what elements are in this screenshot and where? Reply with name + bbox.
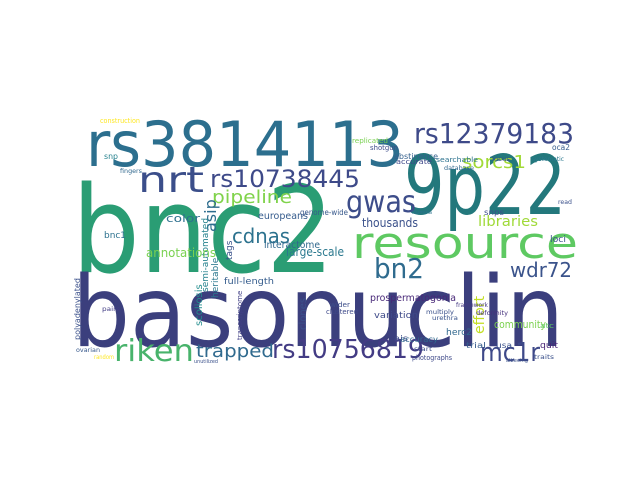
word-large-scale: large-scale bbox=[286, 245, 344, 259]
word-loci: loci bbox=[550, 235, 566, 245]
word-mc1r: mc1r bbox=[480, 338, 540, 368]
word-replicated: replicated bbox=[352, 137, 388, 145]
word-searchable: searchable bbox=[436, 156, 478, 164]
word-ais: ais bbox=[394, 334, 408, 343]
word-snp: snp bbox=[104, 152, 118, 161]
word-albeeing: albeeing bbox=[506, 358, 528, 364]
word-shotgun: shotgun bbox=[370, 144, 398, 152]
word-transcriptome: transcriptome bbox=[236, 291, 244, 340]
word-framework: framework bbox=[456, 302, 489, 309]
word-tags: tags bbox=[225, 240, 235, 260]
word-snps: snps bbox=[484, 208, 504, 217]
word-polyadenylated: polyadenylated bbox=[73, 278, 82, 340]
word-rs12379183: rs12379183 bbox=[414, 117, 574, 150]
word-bnc2: bnc2 bbox=[72, 162, 334, 301]
word-effort: effort bbox=[472, 295, 488, 334]
word-prospermatogonia: prospermatogonia bbox=[370, 293, 456, 304]
word-resource: resource bbox=[352, 218, 578, 269]
word-quit: quit bbox=[540, 341, 558, 351]
word-annotations: annotations bbox=[146, 246, 216, 260]
word-clones: clones bbox=[298, 298, 309, 330]
word-start: start bbox=[414, 346, 433, 353]
word-wider: wider bbox=[330, 301, 350, 309]
word-random: random bbox=[94, 354, 114, 361]
word-clustered: clustered bbox=[326, 308, 358, 316]
word-europeans: europeans bbox=[258, 211, 308, 222]
word-pairs: pairs bbox=[102, 306, 120, 313]
word-interactome: interactome bbox=[264, 240, 320, 251]
word-oca2: oca2 bbox=[552, 143, 570, 152]
word-libraries: libraries bbox=[478, 214, 538, 230]
word-full-length: full-length bbox=[224, 277, 274, 287]
word-bn2: bn2 bbox=[374, 252, 424, 285]
word-rs10756819: rs10756819 bbox=[272, 335, 424, 365]
word-color: color bbox=[166, 212, 201, 225]
word-scoliosis: scoliosis bbox=[194, 284, 205, 326]
word-database: database bbox=[444, 165, 474, 172]
word-cdnas: cdnas bbox=[232, 224, 290, 248]
word-atc: atc bbox=[540, 322, 554, 330]
word-ovarian: ovarian bbox=[76, 347, 100, 354]
word-traits: traits bbox=[534, 354, 554, 361]
word-usa: usa bbox=[496, 341, 512, 350]
word-unutilized: unutilized bbox=[194, 359, 218, 365]
word-heritable: heritable bbox=[211, 257, 221, 298]
word-rs10738445: rs10738445 bbox=[210, 165, 360, 193]
word-genome-wide: genome-wide bbox=[300, 208, 348, 217]
word-riken: riken bbox=[114, 334, 194, 369]
word-wdr72: wdr72 bbox=[510, 258, 572, 282]
word-locus: locus bbox=[492, 156, 510, 163]
word-gwas: gwas bbox=[346, 185, 416, 220]
word-basonuclin: basonuclin bbox=[72, 256, 564, 370]
word-photographs: photographs bbox=[412, 354, 452, 362]
word-thousands: thousands bbox=[362, 216, 418, 230]
word-bnc1: bnc1 bbox=[104, 231, 126, 241]
word-deformity: deformity bbox=[476, 310, 508, 317]
word-trapped: trapped bbox=[196, 341, 274, 362]
word-sorcs1: sorcs1 bbox=[462, 152, 526, 173]
word-nrt: nrt bbox=[138, 160, 204, 201]
word-herc2: herc2 bbox=[446, 328, 472, 338]
word-community: community bbox=[494, 318, 546, 331]
word-accurate: accurate bbox=[396, 158, 432, 166]
word-construction: construction bbox=[100, 117, 140, 125]
word-systematic: systematic bbox=[532, 156, 564, 163]
word-read: read bbox=[558, 199, 572, 206]
word-asip: asip bbox=[201, 199, 220, 232]
word-illumina: illumina bbox=[412, 210, 432, 216]
word-urethra: urethra bbox=[432, 315, 458, 322]
word-9p22: 9p22 bbox=[404, 139, 566, 234]
word-rs3814113: rs3814113 bbox=[86, 108, 404, 181]
word-pipeline: pipeline bbox=[212, 187, 292, 208]
word-fingers: fingers bbox=[120, 168, 142, 175]
word-multiply: multiply bbox=[426, 309, 454, 316]
word-abstinence: abstinence bbox=[394, 152, 438, 161]
word-semi-automated: semi-automated bbox=[201, 218, 211, 292]
word-variation: variation bbox=[374, 311, 418, 321]
word-trial: trial bbox=[466, 341, 486, 350]
word-accuracy: accuracy bbox=[400, 335, 438, 344]
